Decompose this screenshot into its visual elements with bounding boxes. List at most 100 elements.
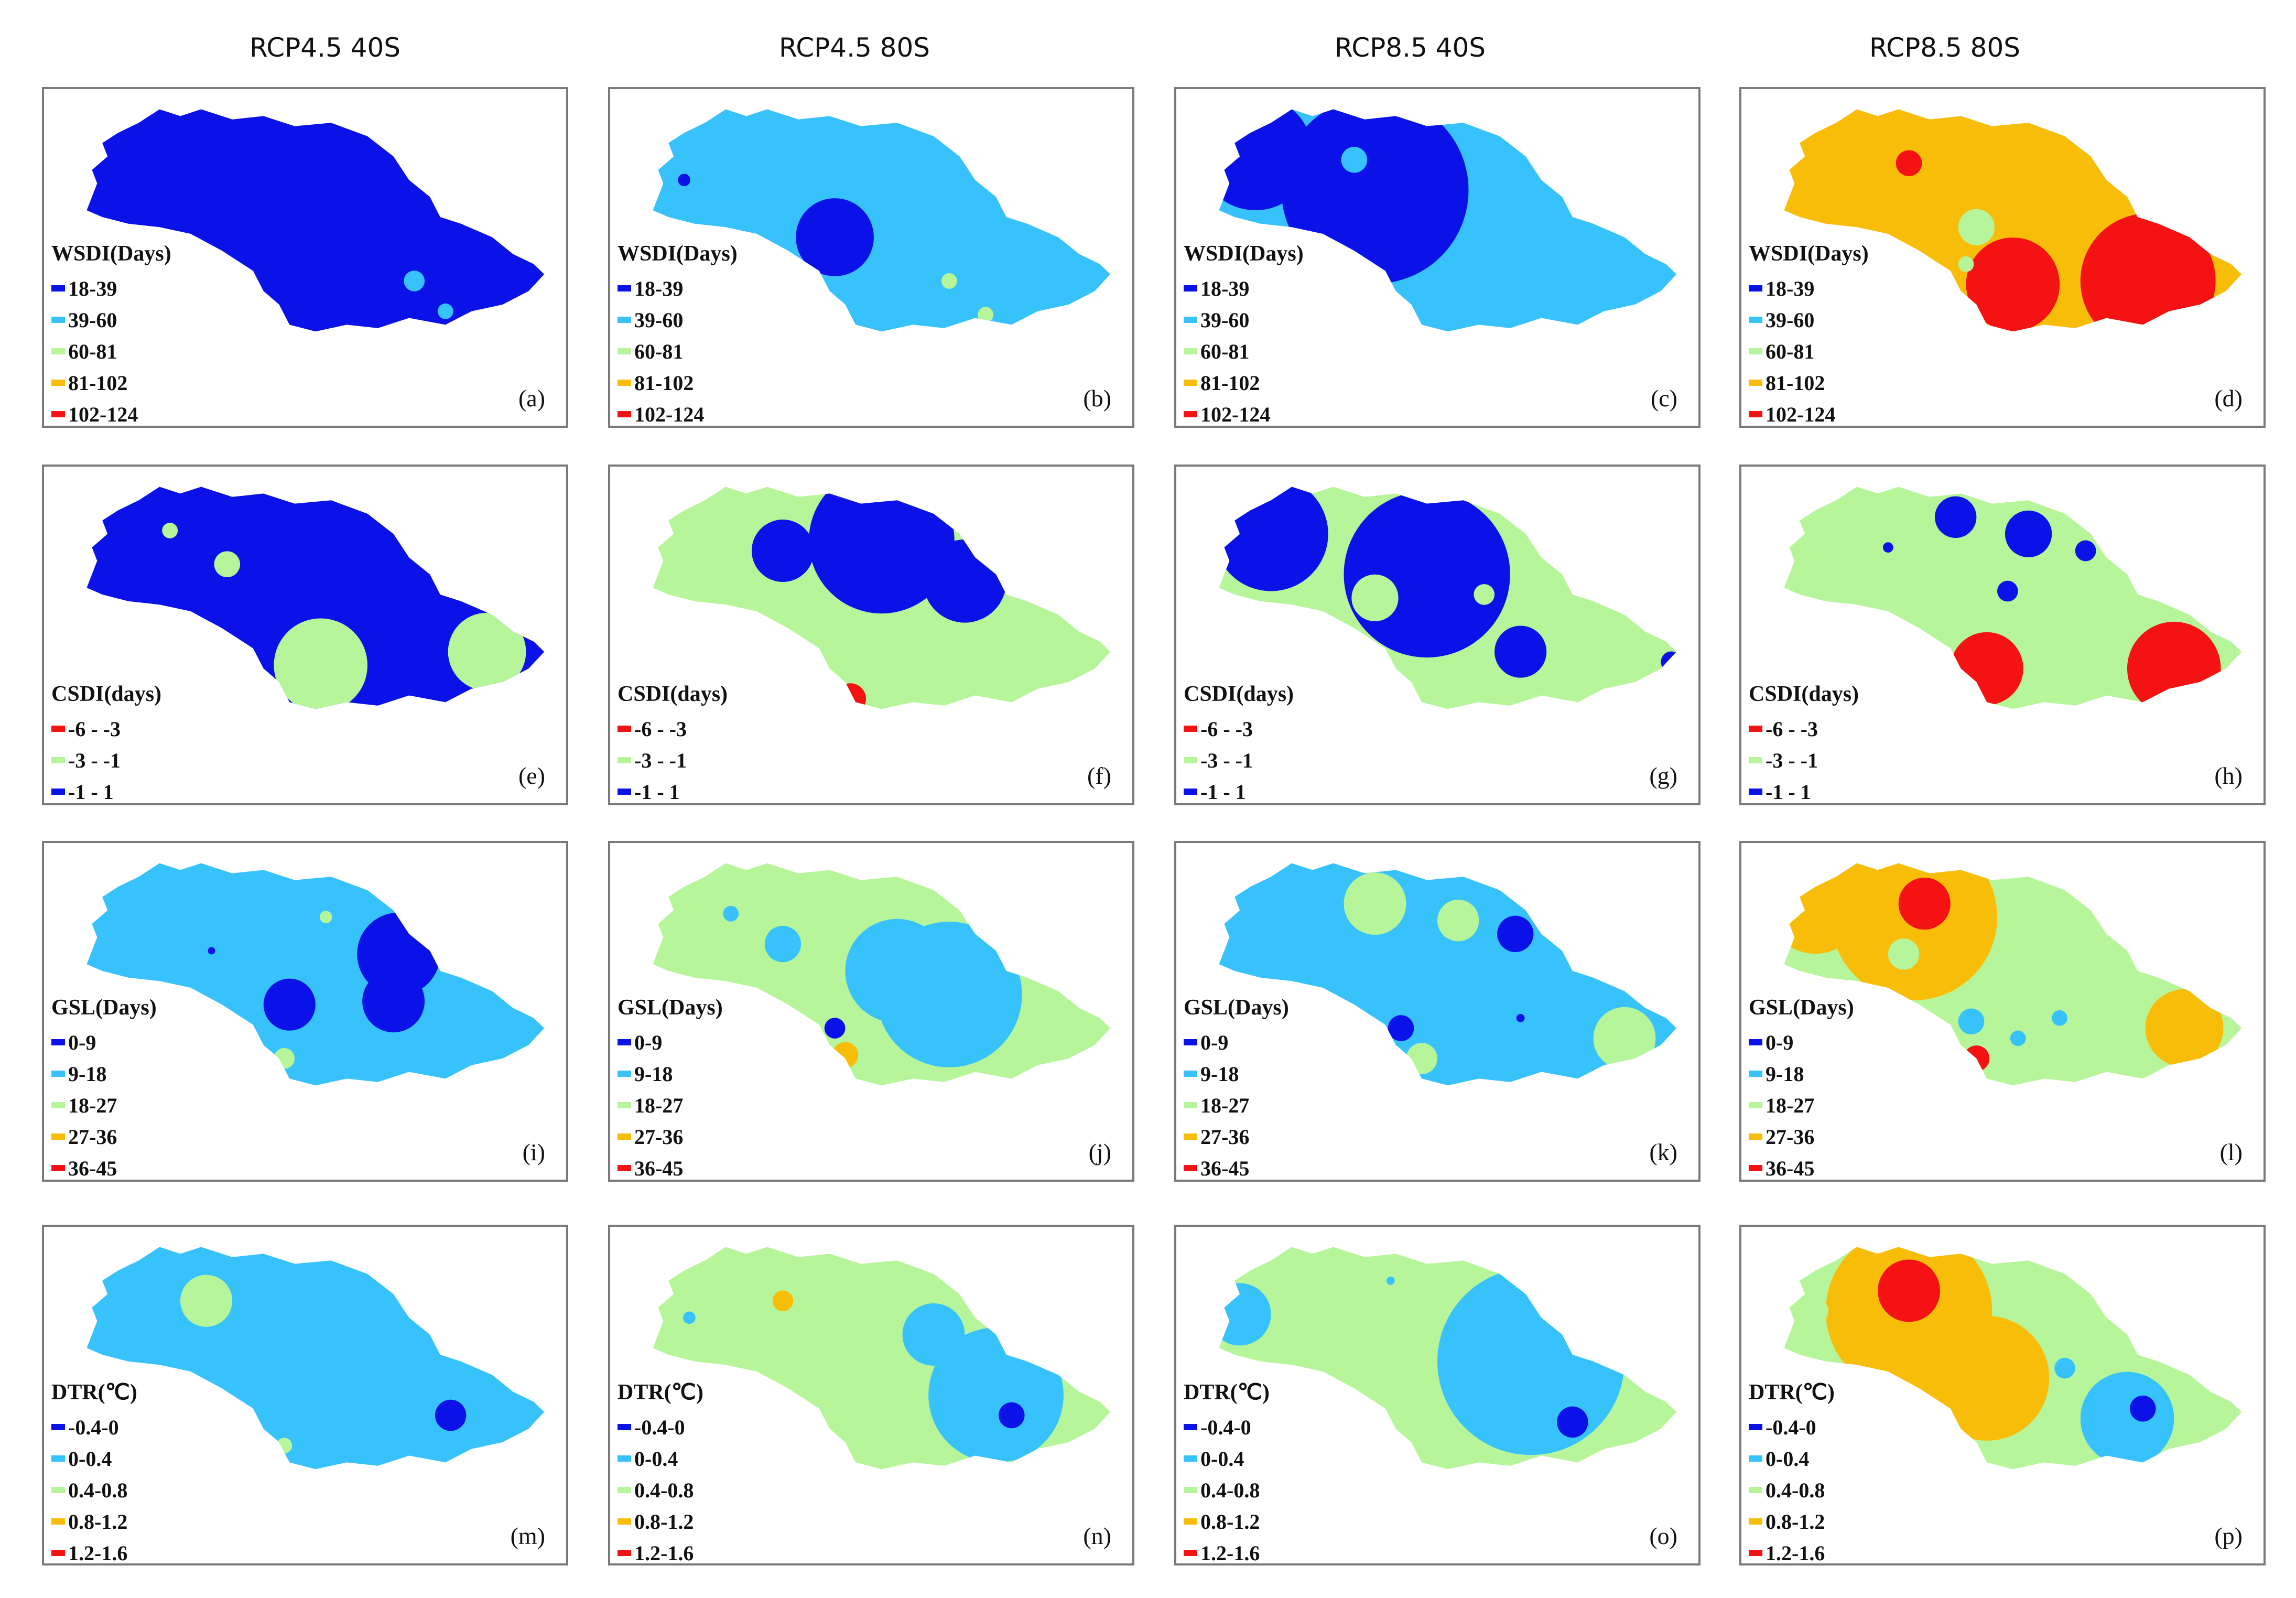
legend-label: 9-18: [68, 1062, 107, 1086]
legend-item: 27-36: [1184, 1121, 1289, 1152]
legend-label: 0.8-1.2: [68, 1509, 128, 1534]
map-value-patch: [1966, 237, 2060, 331]
map-value-patch: [1344, 872, 1406, 935]
map-value-patch: [263, 978, 316, 1031]
map-value-patch: [1516, 1013, 1525, 1022]
legend-swatch: [51, 1133, 65, 1140]
legend-item: -3 - -1: [1184, 744, 1294, 776]
map-value-patch: [1388, 1015, 1414, 1041]
map-value-patch: [162, 523, 178, 538]
legend-item: -3 - -1: [51, 744, 161, 776]
column-title-3: RCP8.5 40S: [1334, 33, 1486, 63]
legend-label: 81-102: [1766, 371, 1825, 395]
panel-label: (l): [2219, 1139, 2243, 1165]
map-value-patch: [2145, 989, 2224, 1067]
legend-title: DTR(℃): [618, 1380, 703, 1405]
map-value-patch: [528, 631, 545, 673]
legend-title: GSL(Days): [1184, 996, 1289, 1020]
map-panel: CSDI(days) -6 - -3 -3 - -1 -1 - 1 (e): [42, 465, 568, 805]
legend-item: 0-0.4: [51, 1443, 137, 1474]
legend-swatch: [51, 1424, 65, 1430]
map-value-patch: [319, 911, 332, 924]
map-legend: WSDI(Days) 18-39 39-60 60-81 81-102 102-124: [51, 241, 171, 426]
legend-swatch: [1749, 285, 1762, 291]
legend-swatch: [1184, 1102, 1197, 1108]
map-value-patch: [1888, 938, 1920, 970]
legend-swatch: [618, 757, 631, 763]
legend-label: 0.4-0.8: [68, 1478, 128, 1502]
legend-label: 27-36: [634, 1125, 684, 1149]
panel-label: (e): [518, 762, 545, 789]
legend-item: -1 - 1: [51, 776, 161, 803]
region-map: [86, 863, 545, 1086]
map-value-patch: [437, 303, 453, 319]
panel-label: (b): [1083, 385, 1111, 412]
legend-swatch: [618, 1102, 631, 1108]
legend-item: -6 - -3: [1749, 713, 1859, 744]
map-value-patch: [1958, 256, 1974, 272]
map-value-patch: [274, 618, 368, 709]
legend-label: 60-81: [1766, 339, 1815, 363]
map-value-patch: [772, 1290, 794, 1312]
map-value-patch: [1997, 580, 2018, 602]
map-value-patch: [2129, 1395, 2156, 1422]
legend-item: 18-39: [618, 273, 738, 304]
legend-label: 81-102: [634, 371, 694, 395]
legend-swatch: [1749, 1071, 1762, 1077]
map-value-patch: [1896, 150, 1922, 177]
panel-label: (f): [1087, 762, 1111, 789]
map-legend: WSDI(Days) 18-39 39-60 60-81 81-102 102-124: [1184, 241, 1304, 426]
legend-item: 18-27: [51, 1089, 157, 1121]
region-map: [653, 487, 1111, 709]
legend-label: -6 - -3: [1200, 717, 1253, 741]
legend-item: 36-45: [1749, 1152, 1854, 1180]
map-value-patch: [998, 1402, 1025, 1429]
legend-label: 1.2-1.6: [1200, 1541, 1260, 1565]
legend-title: CSDI(days): [618, 682, 728, 706]
panel-label: (c): [1650, 385, 1677, 412]
legend-label: -3 - -1: [68, 748, 121, 772]
map-value-patch: [180, 1275, 233, 1327]
map-panel: GSL(Days) 0-9 9-18 18-27 27-36 36-45 (j): [608, 841, 1134, 1182]
panel-label: (m): [510, 1523, 545, 1549]
map-value-patch: [362, 970, 425, 1033]
legend-swatch: [1184, 1518, 1197, 1525]
region-map: [653, 109, 1111, 332]
legend-swatch: [618, 285, 631, 291]
legend-item: 18-27: [1184, 1089, 1289, 1121]
map-value-patch: [214, 551, 241, 577]
map-panel: WSDI(Days) 18-39 39-60 60-81 81-102 102-124 (a…: [42, 87, 568, 428]
map-value-patch: [902, 1303, 965, 1366]
map-value-patch: [923, 539, 1006, 623]
map-legend: GSL(Days) 0-9 9-18 18-27 27-36 36-45: [1184, 995, 1289, 1180]
legend-title: WSDI(Days): [1749, 242, 1869, 266]
region-map: [1784, 1247, 2242, 1470]
legend-swatch: [618, 726, 631, 732]
legend-swatch: [51, 726, 65, 732]
legend-item: -1 - 1: [618, 776, 728, 803]
map-value-patch: [1341, 147, 1368, 173]
map-panel: DTR(℃) -0.4-0 0-0.4 0.4-0.8 0.8-1.2 1.2-1.6 (p…: [1739, 1225, 2266, 1565]
legend-swatch: [618, 317, 631, 323]
map-value-patch: [835, 683, 867, 709]
legend-item: 36-45: [51, 1152, 157, 1180]
legend-swatch: [1184, 380, 1197, 386]
region-map: [1219, 109, 1677, 332]
map-value-patch: [1958, 209, 1995, 245]
legend-label: 18-27: [1766, 1093, 1815, 1117]
legend-item: 102-124: [1184, 398, 1304, 426]
legend-title: GSL(Days): [51, 996, 157, 1020]
legend-item: 36-45: [618, 1152, 723, 1180]
column-title-1: RCP4.5 40S: [249, 33, 401, 63]
map-legend: CSDI(days) -6 - -3 -3 - -1 -1 - 1: [51, 682, 161, 803]
region-map: [86, 487, 545, 709]
map-value-patch: [764, 925, 802, 963]
legend-item: -0.4-0: [51, 1411, 137, 1443]
legend-label: -1 - 1: [1200, 780, 1246, 804]
legend-item: -0.4-0: [1749, 1411, 1835, 1443]
legend-swatch: [1749, 1039, 1762, 1045]
legend-label: 18-39: [1200, 276, 1250, 300]
legend-swatch: [1184, 757, 1197, 763]
map-panel: DTR(℃) -0.4-0 0-0.4 0.4-0.8 0.8-1.2 1.2-1.6 (n…: [608, 1225, 1134, 1565]
region-map: [653, 1247, 1111, 1470]
